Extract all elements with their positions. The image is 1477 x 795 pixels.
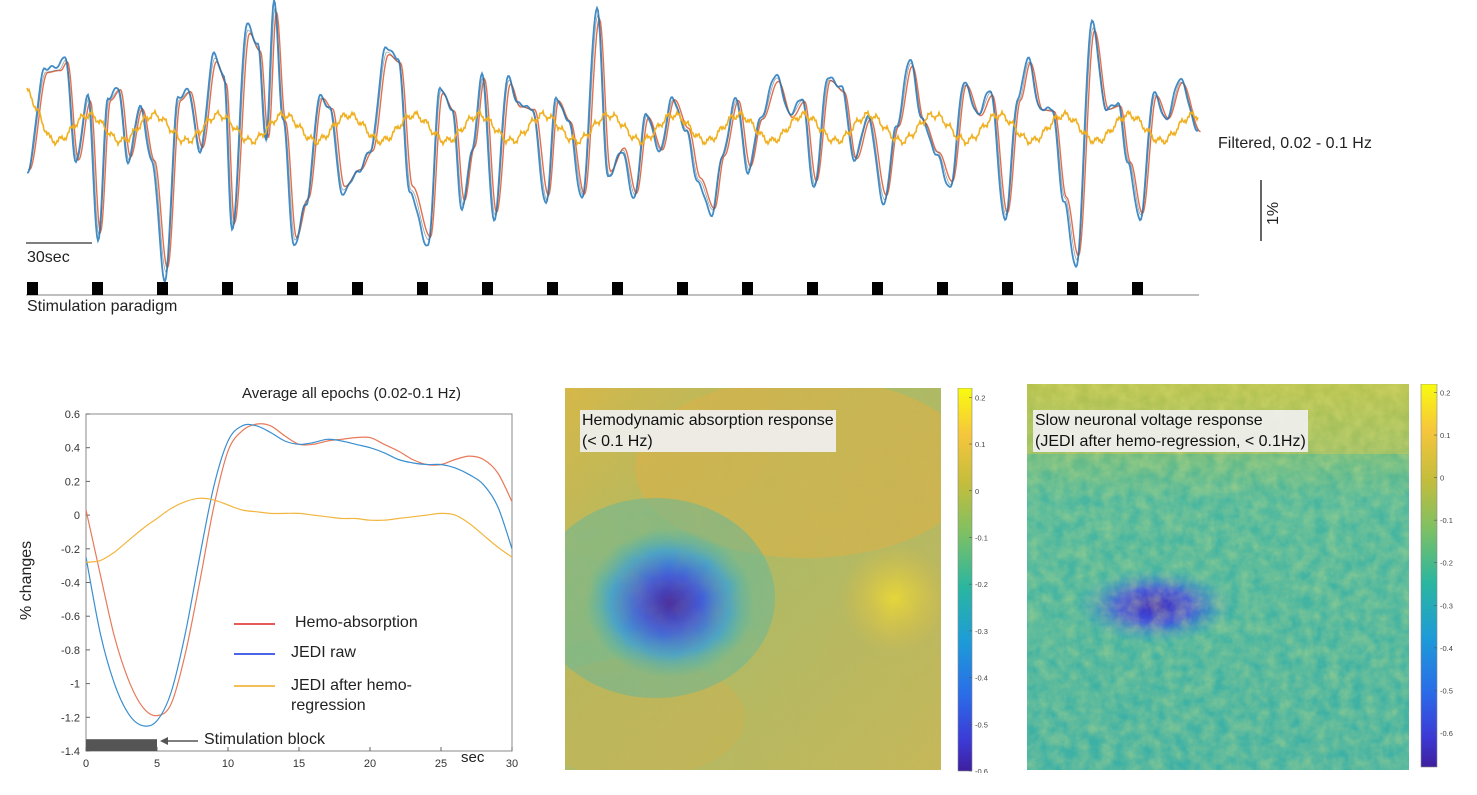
stimulation-block-bar: [86, 739, 157, 751]
colorbar-tick-label: -0.2: [975, 580, 988, 589]
y-tick-label: -1.2: [61, 712, 80, 724]
colorbar-tick-label: -0.6: [1440, 729, 1453, 738]
x-tick-label: 5: [154, 758, 160, 770]
stim-block: [417, 282, 428, 295]
colorbar-tick-label: 0: [1440, 474, 1444, 483]
jedi-raw-trace: [26, 0, 1199, 284]
x-tick-label: 15: [293, 758, 305, 770]
colorbar-tick-label: 0: [975, 487, 979, 496]
stim-block: [612, 282, 623, 295]
stimulation-blocks: [27, 282, 1143, 295]
colorbar-tick-label: -0.3: [975, 627, 988, 636]
legend-jedi-raw-label: JEDI raw: [291, 644, 356, 661]
filter-band-label: Filtered, 0.02 - 0.1 Hz: [1218, 135, 1372, 152]
y-tick-label: 0.6: [65, 409, 80, 421]
stim-block: [482, 282, 493, 295]
stim-block: [222, 282, 233, 295]
stim-block: [1067, 282, 1078, 295]
neuronal-map-title-line2: (JEDI after hemo-regression, < 0.1Hz): [1035, 433, 1306, 450]
hemo-map-title: Hemodynamic absorption response (< 0.1 H…: [580, 410, 836, 452]
x-tick-label: 25: [435, 758, 447, 770]
stim-block: [677, 282, 688, 295]
x-tick-label: 30: [506, 758, 518, 770]
colorbar-tick-label: -0.3: [1440, 601, 1453, 610]
hemo-map-title-line1: Hemodynamic absorption response: [582, 412, 834, 429]
stimulation-paradigm-label: Stimulation paradigm: [27, 298, 178, 315]
jedi-regressed-trace: [26, 87, 1199, 148]
neuronal-map-title-line1: Slow neuronal voltage response: [1035, 412, 1263, 429]
colorbar-tick-label: 0.2: [1440, 389, 1450, 398]
stim-block: [352, 282, 363, 295]
colorbar-tick-label: -0.5: [1440, 686, 1453, 695]
filtered-trace-panel: [26, 0, 1262, 296]
y-tick-label: -0.4: [61, 578, 80, 590]
legend-hemo-label: Hemo-absorption: [295, 614, 418, 631]
neuronal-map-title: Slow neuronal voltage response (JEDI aft…: [1033, 410, 1308, 452]
stim-block: [1132, 282, 1143, 295]
y-tick-label: -0.8: [61, 645, 80, 657]
time-scale-label: 30sec: [27, 249, 70, 266]
colorbar-tick-label: -0.4: [975, 674, 988, 683]
neuronal-colorbar: 0.2 0.1 0 -0.1 -0.2 -0.3 -0.4 -0.5 -0.6: [1420, 384, 1453, 768]
colorbar-tick-label: -0.2: [1440, 559, 1453, 568]
plot-frame: [85, 413, 513, 752]
hemo-map-title-line2: (< 0.1 Hz): [582, 433, 653, 450]
stim-arrow-head: [160, 737, 168, 745]
stimulation-block-label: Stimulation block: [204, 731, 325, 748]
colorbar-tick-label: -0.1: [975, 533, 988, 542]
stim-block: [872, 282, 883, 295]
hemo-absorption-trace: [29, 11, 1201, 270]
average-chart: 0 5 10 15 20 25 30 0.6 0.4 0.2 0 -0.2 -0.4 -0.6 -0.8 -1…: [61, 409, 518, 770]
y-tick-label: -0.2: [61, 544, 80, 556]
colorbar-tick-label: -0.6: [975, 767, 988, 773]
x-axis-label: sec: [461, 749, 485, 766]
amplitude-scale-label: 1%: [1265, 201, 1282, 225]
hemo-colorbar: 0.2 0.1 0 -0.1 -0.2 -0.3 -0.4 -0.5 -0.6: [957, 388, 988, 773]
stim-block: [287, 282, 298, 295]
x-tick-label: 20: [364, 758, 376, 770]
legend-jedi-reg-label: JEDI after hemo-regression: [291, 677, 412, 714]
x-tick-label: 0: [83, 758, 89, 770]
colorbar-tick-label: 0.1: [975, 440, 985, 449]
stim-block: [742, 282, 753, 295]
y-tick-label: 0.2: [65, 476, 80, 488]
colorbar-tick-label: 0.1: [1440, 431, 1450, 440]
colorbar-tick-label: -0.4: [1440, 644, 1453, 653]
colorbar-tick-label: -0.1: [1440, 516, 1453, 525]
stim-block: [807, 282, 818, 295]
axis-ticks: 0 5 10 15 20 25 30 0.6 0.4 0.2 0 -0.2 -0.4 -0.6 -0.8 -1…: [61, 409, 518, 770]
colorbar-tick-label: 0.2: [975, 393, 985, 402]
overlap-dark-trace: [27, 7, 1200, 273]
stim-block: [157, 282, 168, 295]
y-tick-label: -0.6: [61, 611, 80, 623]
y-tick-label: -1: [70, 679, 80, 691]
stim-block: [1002, 282, 1013, 295]
y-tick-label: -1.4: [61, 746, 80, 758]
stim-block: [27, 282, 38, 295]
colorbar-tick-label: -0.5: [975, 720, 988, 729]
average-chart-title: Average all epochs (0.02-0.1 Hz): [242, 385, 462, 402]
avg-series-line: [85, 497, 513, 563]
stim-block: [937, 282, 948, 295]
y-tick-label: 0.4: [65, 443, 80, 455]
y-tick-label: 0: [74, 510, 80, 522]
stim-block: [547, 282, 558, 295]
avg-series-line: [85, 423, 513, 727]
x-tick-label: 10: [222, 758, 234, 770]
stim-block: [92, 282, 103, 295]
average-series: [85, 423, 513, 727]
